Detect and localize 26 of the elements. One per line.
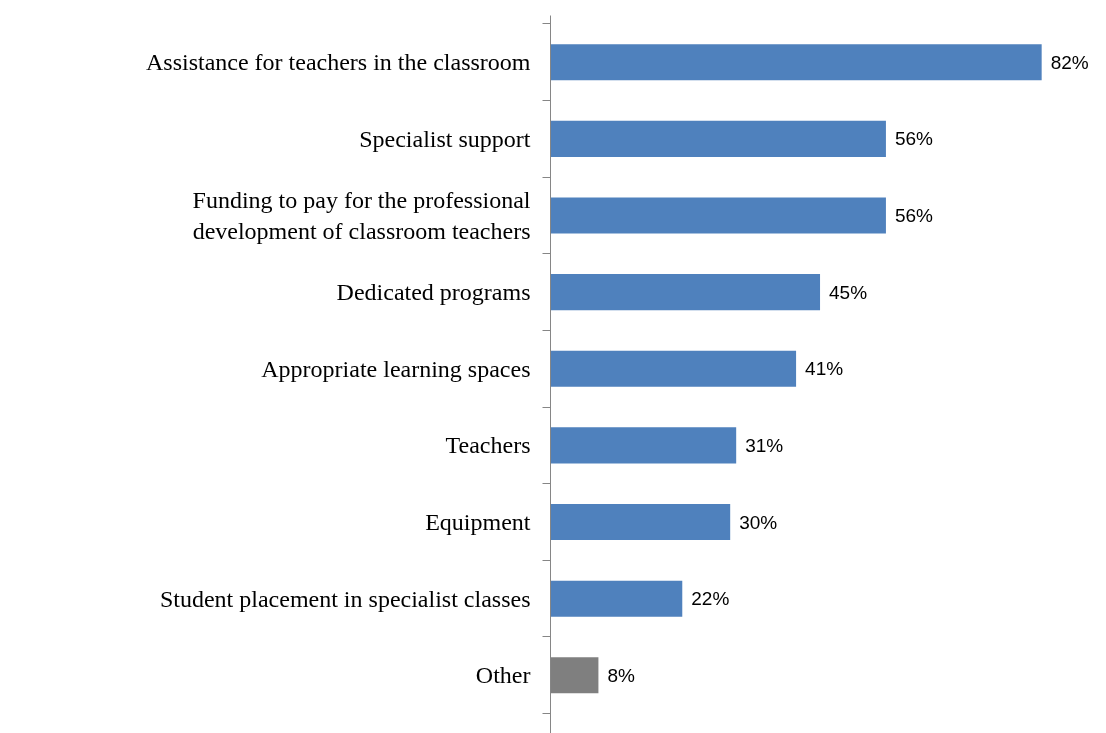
- data-label: 22%: [691, 588, 730, 610]
- bar: [550, 44, 1042, 81]
- bar: [550, 350, 797, 387]
- y-tick-label: Funding to pay for the professional development of classroom teachers: [192, 186, 531, 245]
- data-label: 8%: [607, 664, 635, 686]
- y-tick-label: Teachers: [445, 432, 531, 459]
- bar: [550, 120, 886, 157]
- y-tick-label: Dedicated programs: [336, 279, 531, 306]
- bar: [550, 580, 683, 617]
- y-tick-label: Assistance for teachers in the classroom: [145, 49, 531, 76]
- y-tick-label: Equipment: [425, 509, 531, 536]
- data-label: 45%: [829, 281, 868, 303]
- data-label: 82%: [1050, 51, 1089, 73]
- data-label: 56%: [894, 128, 934, 150]
- data-label: 31%: [745, 434, 784, 456]
- y-tick-label: Appropriate learning spaces: [261, 355, 531, 382]
- y-tick-label: Student placement in specialist classes: [159, 585, 531, 612]
- y-tick-label: Other: [475, 662, 531, 689]
- bar: [550, 427, 737, 464]
- bar: [550, 504, 731, 541]
- data-label: 30%: [739, 511, 778, 533]
- bar: [550, 274, 821, 311]
- data-label: 56%: [894, 205, 934, 226]
- data-label: 41%: [805, 358, 844, 380]
- bar: [550, 197, 886, 234]
- y-tick-label: Specialist support: [359, 125, 531, 152]
